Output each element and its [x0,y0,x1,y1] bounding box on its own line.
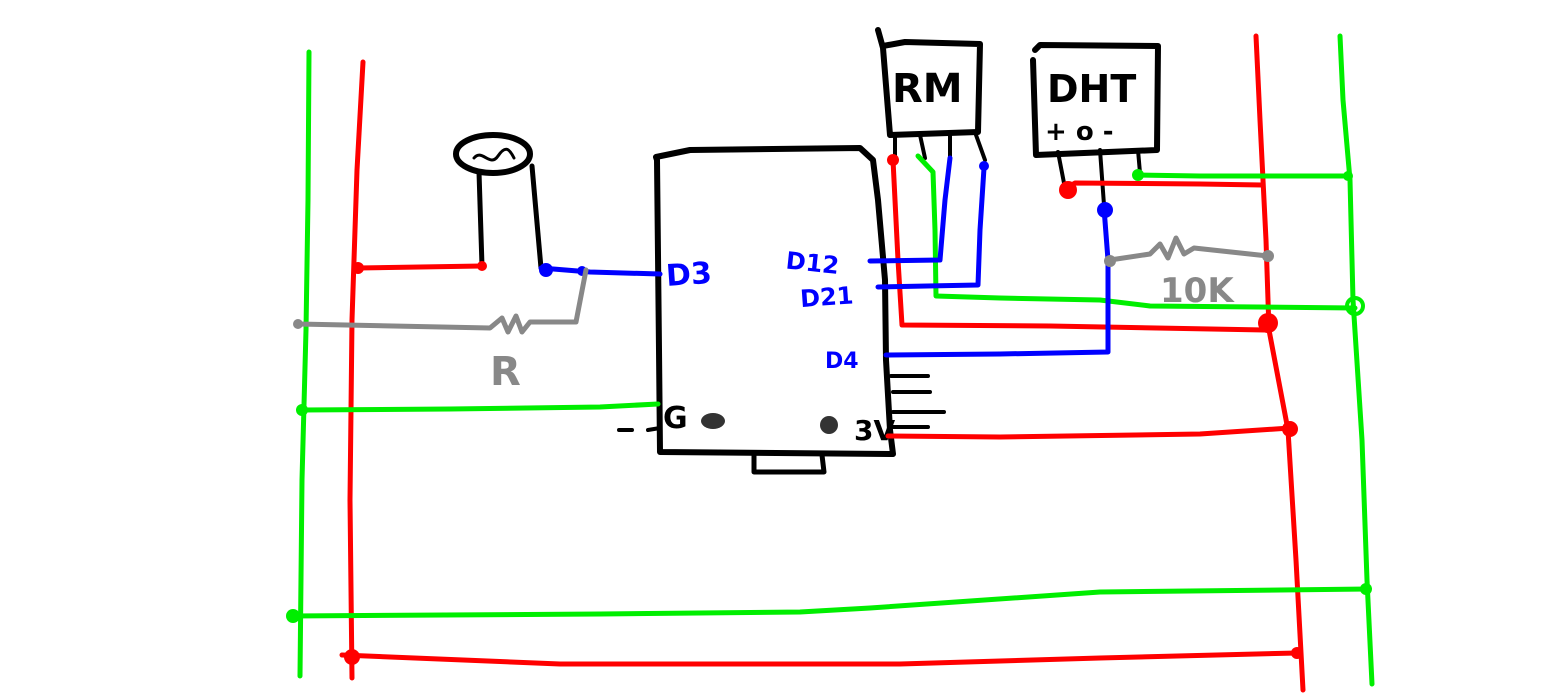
board-3v-wire [885,425,1293,440]
photoresistor-leg-left [476,169,485,269]
junction-dot [1059,181,1077,199]
board-ground-wire [299,401,661,413]
photoresistor-leg-right [529,163,544,271]
dht-pin-labels: + o - [1045,117,1114,147]
rm-pin-legs [893,133,987,162]
junction-dot [352,262,364,274]
rm-signal-wire-d12 [867,155,953,264]
junction-dot [1104,255,1116,267]
dht-sensor-module [1030,42,1161,158]
ground-rail-left [297,49,312,679]
rm-signal-wire-d21 [875,165,987,290]
microcontroller-board [653,145,896,457]
dht-pin-legs [1056,148,1142,207]
junction-dot [1360,583,1372,595]
gnd-dash-mark [617,426,662,432]
photoresistor-squiggle [472,147,516,162]
junction-dot [344,649,360,665]
ldr-power-wire [355,263,485,271]
junction-dot [1343,171,1353,181]
junction-dot [477,261,487,271]
mounting-hole-left [701,413,725,429]
ldr-signal-wire [538,265,663,277]
junction-dot [1262,250,1274,262]
power-bus-bottom [339,650,1300,667]
rm-sensor-label: RM [892,66,963,112]
unused-pin-marks [889,374,946,429]
junction-dot [1282,421,1298,437]
usb-connector [751,452,827,475]
dht-power-wire [1063,180,1265,191]
junction-dot [539,263,553,277]
dht-signal-wire [883,205,1111,358]
pin-label-3v: 3V [854,414,895,447]
junction-dot [979,161,989,171]
rm-ground-wire [915,153,1358,311]
junction-dot [1097,202,1113,218]
rm-power-wire [890,157,1268,333]
ground-bus-bottom [287,586,1371,619]
junction-dot [296,404,308,416]
junction-dot [1132,169,1144,181]
junction-dot [887,154,899,166]
resistor-10k [1107,235,1271,263]
photoresistor-icon [453,132,533,176]
mounting-hole-right [820,416,838,434]
junction-dot [1345,296,1365,316]
pin-label-gnd: G [663,401,688,436]
resistor-r [295,267,589,335]
pin-label-d21: D21 [799,281,854,313]
resistor-10k-label: 10K [1160,271,1235,311]
junction-dot [1258,313,1278,333]
dht-sensor-label: DHT [1047,67,1136,111]
rm-sensor-module [875,27,983,138]
resistor-r-label: R [490,349,521,395]
junction-dot [1291,647,1303,659]
junction-dot [293,319,303,329]
pin-label-d3: D3 [665,256,713,294]
power-rail-left [347,59,366,681]
pin-label-d4: D4 [825,349,859,374]
junction-dot [286,609,300,623]
pin-label-d12: D12 [785,247,841,280]
dht-ground-wire [1135,172,1351,179]
